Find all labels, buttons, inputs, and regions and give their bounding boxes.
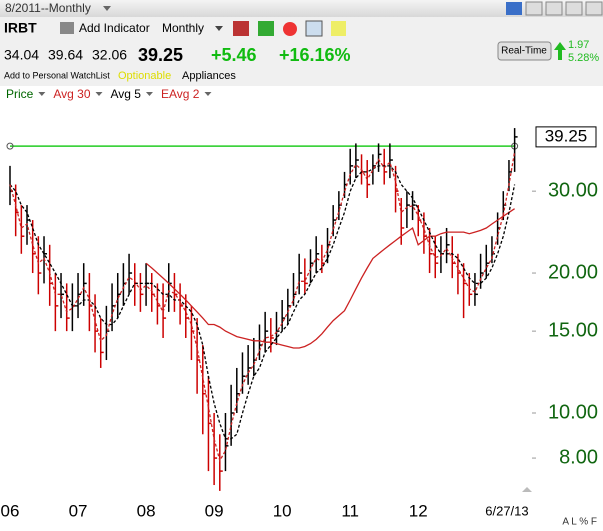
- last-price-label: 39.25: [545, 126, 588, 145]
- quote-open: 34.04: [4, 47, 39, 63]
- y-tick-label: 10.00: [548, 401, 598, 423]
- quote-low: 32.06: [92, 47, 127, 63]
- t-button[interactable]: [525, 1, 543, 16]
- x-tick-label: 10: [273, 501, 292, 520]
- corner-text[interactable]: A L % F: [562, 517, 597, 528]
- note-icon[interactable]: [331, 21, 346, 36]
- x-tick-label: 09: [205, 501, 224, 520]
- x-tick-label: 06: [1, 501, 20, 520]
- tools-icon[interactable]: [233, 21, 249, 36]
- realtime-button[interactable]: [497, 41, 552, 61]
- y-tick-label: 20.00: [548, 261, 598, 283]
- y-tick-label: 15.00: [548, 319, 598, 341]
- legend-entry: EAvg 2: [161, 87, 200, 101]
- industry: Appliances: [182, 70, 236, 82]
- legend-arrow: [95, 92, 103, 96]
- legend-entry: Avg 30: [53, 87, 90, 101]
- symbol[interactable]: IRBT: [4, 20, 37, 36]
- legend-arrow: [204, 92, 212, 96]
- bars-icon[interactable]: [258, 21, 274, 36]
- s-button[interactable]: [506, 2, 522, 15]
- moving-average: [145, 208, 515, 349]
- watchlist[interactable]: Add to Personal WatchList: [4, 70, 110, 80]
- moving-average: [9, 165, 516, 440]
- quote-change-pct: +16.16%: [279, 45, 351, 65]
- x-tick-label: 08: [137, 501, 156, 520]
- last-price-box: [535, 126, 597, 148]
- legend-entry: Price: [6, 87, 34, 101]
- legend-entry: Avg 5: [111, 87, 142, 101]
- add-indicator[interactable]: Add Indicator: [79, 21, 150, 35]
- grid-icon[interactable]: [305, 20, 323, 37]
- quote-high: 39.64: [48, 47, 83, 63]
- quote-last: 39.25: [138, 45, 183, 65]
- legend-bg: [0, 86, 603, 104]
- x-tick-label: 6/27/13: [485, 503, 528, 518]
- y-tick-label: 30.00: [548, 179, 598, 201]
- title-text: 8/2011--Monthly: [5, 1, 91, 15]
- moving-average: [9, 151, 516, 463]
- realtime-label[interactable]: Real-Time: [501, 46, 547, 57]
- legend-arrow: [145, 92, 153, 96]
- title-bar: [0, 0, 603, 17]
- up-arrow: [554, 42, 566, 60]
- plot-bg: [0, 104, 603, 531]
- alarm-icon[interactable]: [283, 22, 297, 36]
- max-button[interactable]: [565, 1, 583, 16]
- scroll-arrow: [522, 487, 532, 492]
- legend-arrow: [38, 92, 46, 96]
- period[interactable]: Monthly: [162, 21, 204, 35]
- optionable: Optionable: [118, 70, 171, 82]
- line-handle: [6, 142, 14, 150]
- x-tick-label: 12: [409, 501, 428, 520]
- x-tick-label: 07: [69, 501, 88, 520]
- rt-pct: 5.28%: [568, 52, 599, 64]
- close-button[interactable]: [585, 1, 603, 16]
- x-tick-label: 11: [341, 501, 359, 520]
- printer-icon[interactable]: [60, 22, 74, 34]
- min-button[interactable]: [545, 1, 563, 16]
- y-tick-label: 8.00: [559, 446, 598, 468]
- period-arrow[interactable]: [215, 26, 223, 31]
- quote-change: +5.46: [211, 45, 257, 65]
- dropdown-arrow[interactable]: [103, 6, 111, 11]
- rt-change: 1.97: [568, 39, 589, 51]
